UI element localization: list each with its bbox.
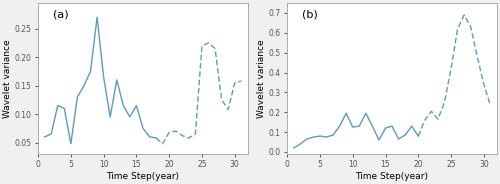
X-axis label: Time Step(year): Time Step(year)	[356, 172, 428, 181]
X-axis label: Time Step(year): Time Step(year)	[106, 172, 180, 181]
Y-axis label: Wavelet variance: Wavelet variance	[3, 39, 12, 118]
Text: (a): (a)	[53, 9, 68, 19]
Y-axis label: Wavelet variance: Wavelet variance	[257, 39, 266, 118]
Text: (b): (b)	[302, 9, 318, 19]
